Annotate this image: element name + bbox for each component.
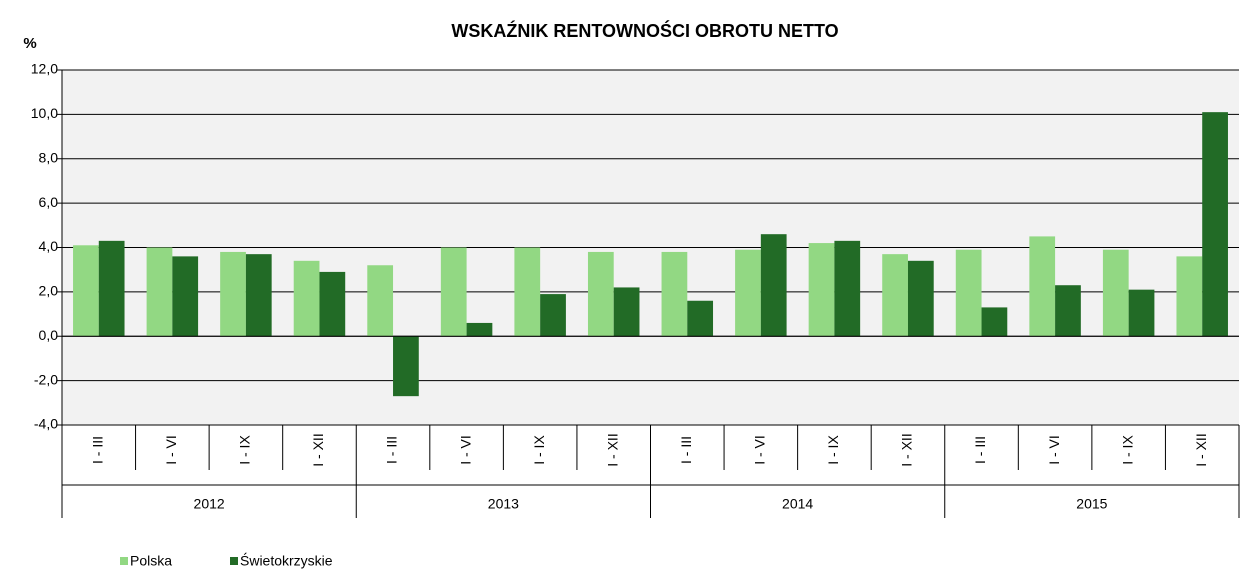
bar [73,245,99,337]
x-tick-label: I - VI [752,435,768,465]
group-label: 2012 [194,496,225,512]
x-tick-label: I - IX [531,435,547,465]
bar [172,256,199,337]
bar [319,271,346,337]
y-tick-label: -4,0 [34,416,58,432]
bar [661,251,688,337]
bar [882,254,908,337]
bar [613,287,640,337]
legend-label: Polska [130,553,172,569]
x-tick-label: I - III [89,436,105,464]
x-tick-label: I - XII [899,433,915,466]
bar [466,322,493,337]
bar [1128,289,1155,337]
bar [1055,285,1081,337]
y-tick-label: 4,0 [39,238,59,254]
y-tick-label: 12,0 [31,61,58,77]
y-tick-label: 8,0 [39,149,59,165]
x-tick-label: I - III [678,436,694,464]
bar [393,336,419,397]
bar [981,307,1008,337]
x-tick-label: I - IX [237,435,253,465]
y-unit: % [23,35,36,52]
bar [245,254,272,337]
bar [955,249,982,337]
y-tick-label: 2,0 [39,283,59,299]
bar [440,247,467,337]
bar [760,234,787,337]
legend-swatch [230,557,238,565]
x-tick-label: I - XII [604,433,620,466]
bar [540,294,566,337]
x-tick-label: I - III [972,436,988,464]
x-tick-label: I - IX [1119,435,1135,465]
group-label: 2014 [782,496,813,512]
bar [735,249,761,337]
y-tick-label: 10,0 [31,105,58,121]
bar [907,260,934,337]
bar [587,251,614,337]
chart-title: WSKAŹNIK RENTOWNOŚCI OBROTU NETTO [451,20,838,41]
bar [1029,236,1056,337]
bar [514,247,541,337]
x-tick-label: I - III [384,436,400,464]
y-tick-label: 6,0 [39,194,59,210]
x-tick-label: I - XII [310,433,326,466]
x-tick-label: I - XII [1193,433,1209,466]
group-label: 2015 [1076,496,1107,512]
x-tick-label: I - VI [163,435,179,465]
bar [293,260,320,337]
y-tick-label: 0,0 [39,327,59,343]
bar [1176,256,1203,337]
legend-swatch [120,557,128,565]
bar [808,243,835,337]
group-label: 2013 [488,496,519,512]
x-tick-label: I - VI [457,435,473,465]
bar [1102,249,1129,337]
bar [834,240,861,337]
bar [687,300,714,337]
y-tick-label: -2,0 [34,371,58,387]
x-tick-label: I - VI [1046,435,1062,465]
bar [146,247,173,337]
bar [1202,112,1228,337]
bar [367,265,394,337]
bar [220,251,246,337]
x-tick-label: I - IX [825,435,841,465]
bar [98,240,125,337]
legend-label: Świetokrzyskie [240,552,333,569]
